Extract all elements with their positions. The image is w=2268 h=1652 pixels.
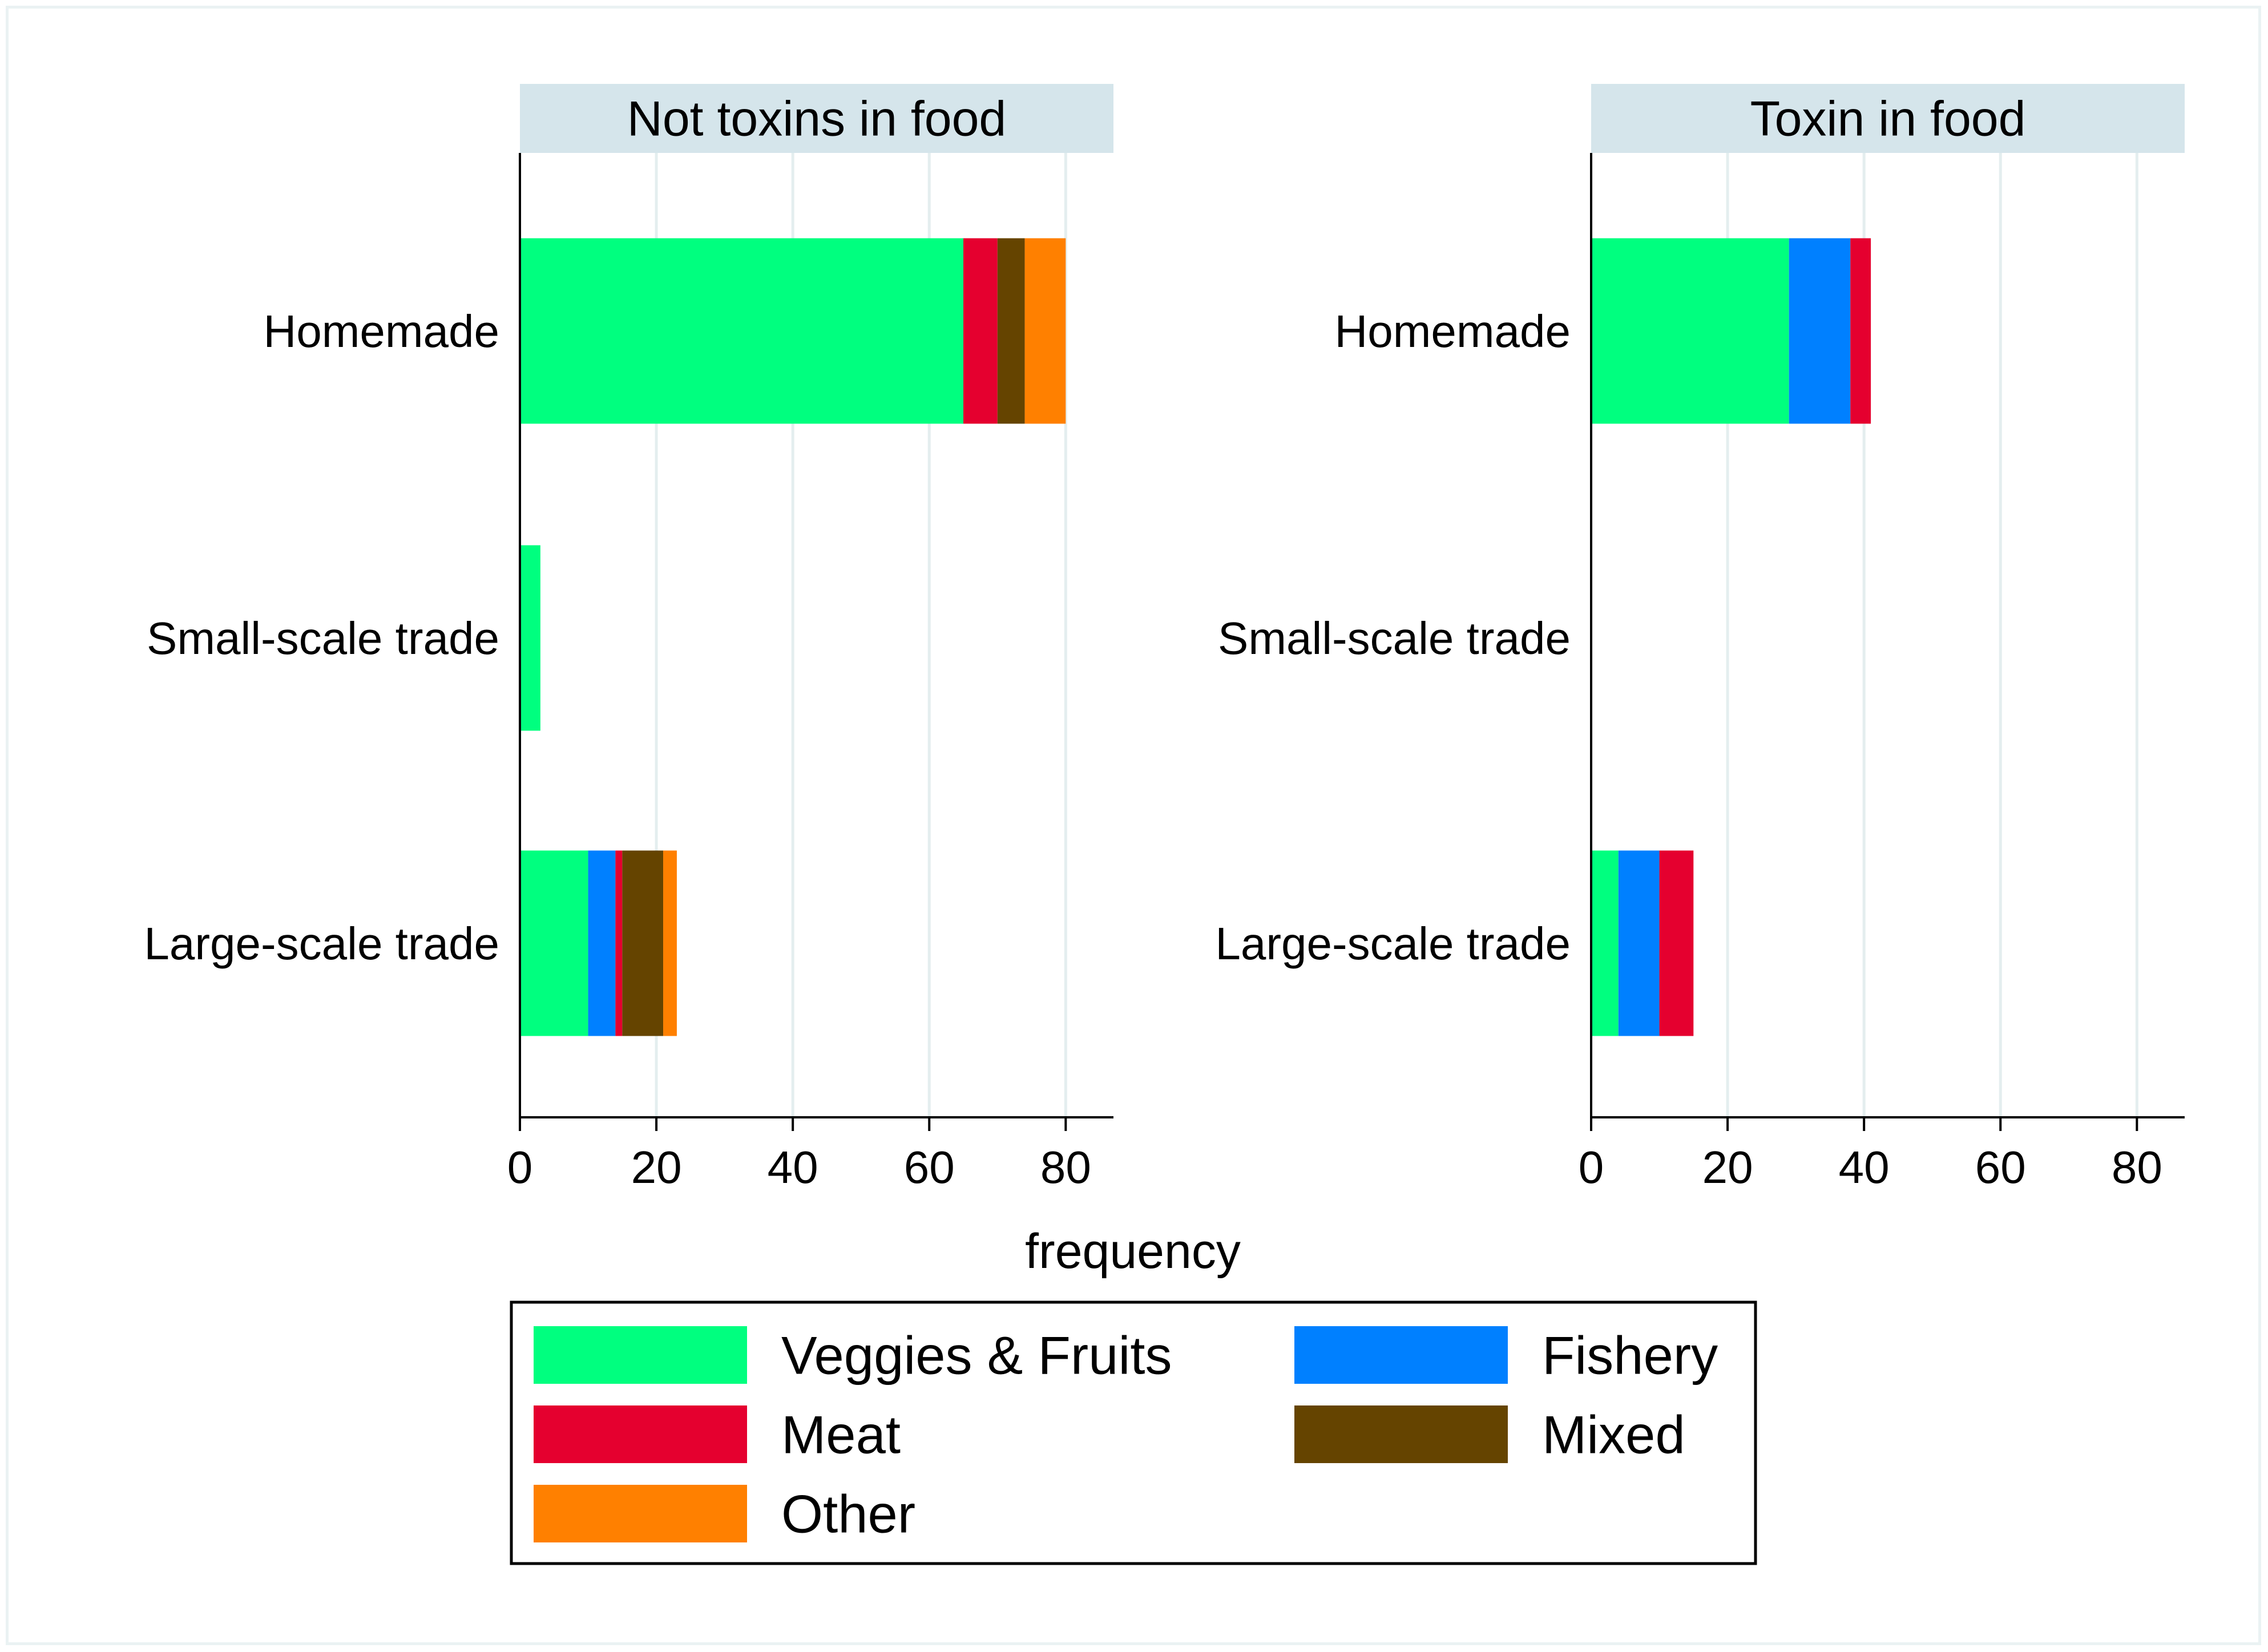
panel-1-category-label-small-scale-trade: Small-scale trade [147,613,499,664]
panel-1-tick-label-20: 20 [631,1142,682,1193]
legend-swatch-other [534,1485,747,1542]
panel-2-title-strip [1591,84,2185,153]
panel-2-category-label-large-scale-trade: Large-scale trade [1215,918,1571,969]
panel-1-bar-large-scale-trade-other [663,850,677,1036]
x-axis-label: frequency [1025,1224,1241,1279]
panel-1-bar-homemade-veggies-and-fruits [520,238,964,424]
panel-2-tick-label-80: 80 [2112,1142,2162,1193]
legend-label-mixed: Mixed [1542,1405,1685,1465]
legend-label-meat: Meat [781,1405,901,1465]
panel-2-title: Toxin in food [1750,92,2026,147]
legend-label-veggies-and-fruits: Veggies & Fruits [781,1326,1172,1386]
legend-swatch-veggies-and-fruits [534,1326,747,1384]
panel-1-category-label-large-scale-trade: Large-scale trade [144,918,499,969]
panel-1-title-strip [520,84,1113,153]
panel-2-bar-large-scale-trade-veggies-and-fruits [1591,850,1619,1036]
legend-label-other: Other [781,1484,915,1544]
legend-swatch-meat [534,1405,747,1463]
panel-1-tick-label-60: 60 [904,1142,955,1193]
panel-1-bar-small-scale-trade-veggies-and-fruits [520,545,540,731]
panel-1-category-label-homemade: Homemade [263,306,499,357]
panel-2-bar-large-scale-trade-fishery [1618,850,1660,1036]
legend-swatch-fishery [1294,1326,1508,1384]
panel-2-category-label-homemade: Homemade [1334,306,1571,357]
panel-2-category-label-small-scale-trade: Small-scale trade [1218,613,1571,664]
panel-1-bar-large-scale-trade-fishery [588,850,616,1036]
panel-1-bar-homemade-meat [963,238,998,424]
legend-label-fishery: Fishery [1542,1326,1718,1386]
panel-2-bar-homemade-meat [1850,238,1871,424]
legend-swatch-mixed [1294,1405,1508,1463]
panel-1-bar-large-scale-trade-veggies-and-fruits [520,850,588,1036]
panel-2-bar-large-scale-trade-meat [1659,850,1694,1036]
panel-1-bar-large-scale-trade-mixed [622,850,664,1036]
panel-1-bar-large-scale-trade-meat [615,850,623,1036]
panel-2-tick-label-60: 60 [1975,1142,2026,1193]
panel-2-tick-label-0: 0 [1579,1142,1604,1193]
panel-2-bar-homemade-veggies-and-fruits [1591,238,1789,424]
panel-2-tick-label-40: 40 [1839,1142,1890,1193]
panel-1-tick-label-40: 40 [768,1142,818,1193]
panel-1-tick-label-0: 0 [507,1142,533,1193]
panel-1-bar-homemade-mixed [997,238,1025,424]
panel-2-tick-label-20: 20 [1702,1142,1753,1193]
panel-2-bar-homemade-fishery [1789,238,1851,424]
panel-1-title: Not toxins in food [627,92,1006,147]
panel-1-bar-homemade-other [1024,238,1066,424]
panel-1-tick-label-80: 80 [1040,1142,1091,1193]
